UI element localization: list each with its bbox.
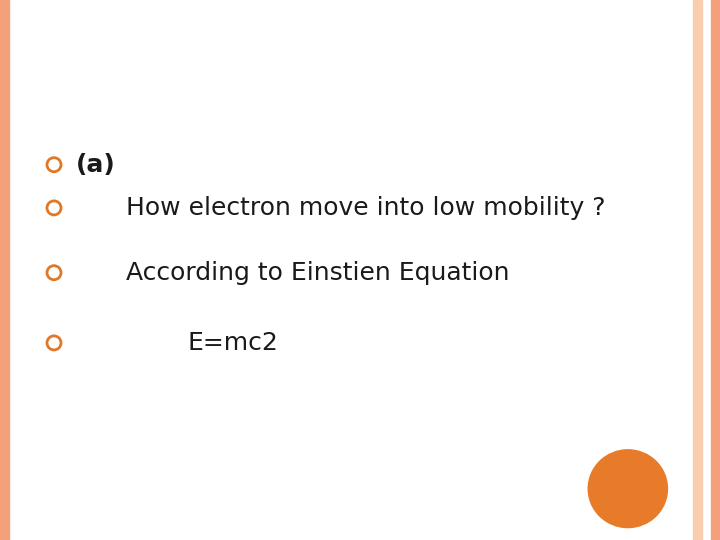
- Bar: [0, 0, 9, 540]
- Bar: [711, 0, 720, 540]
- Ellipse shape: [588, 450, 667, 528]
- Text: How electron move into low mobility ?: How electron move into low mobility ?: [126, 196, 606, 220]
- Bar: [693, 0, 702, 540]
- Text: According to Einstien Equation: According to Einstien Equation: [126, 261, 510, 285]
- Text: (a): (a): [76, 153, 115, 177]
- Text: E=mc2: E=mc2: [187, 331, 278, 355]
